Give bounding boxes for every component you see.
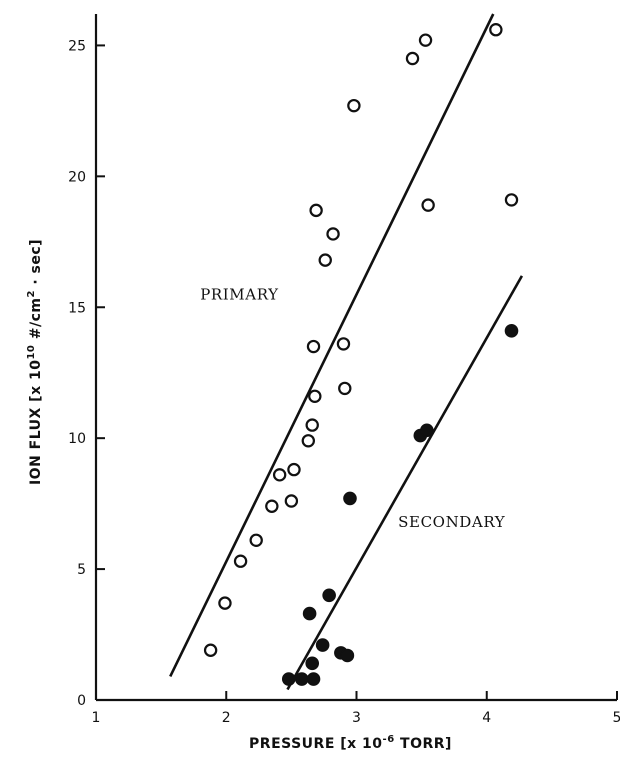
fit-lines [169,13,524,691]
y-tick-label: 10 [68,431,86,447]
secondary-data-point [315,638,330,652]
primary-data-point [308,389,322,403]
secondary-data-point [306,672,321,686]
secondary-data-point [504,324,519,338]
x-tick-label: 2 [222,710,231,726]
primary-data-point [309,203,323,218]
x-tick-label: 3 [352,710,361,726]
x-axis-label-exponent: -6 [383,734,395,745]
secondary-data-point [302,606,317,621]
secondary-data-point [343,491,357,506]
x-tick-label: 1 [92,710,101,726]
y-tick-label: 25 [68,38,86,54]
x-axis-label-tail: TORR] [395,736,452,752]
primary-data-point [305,418,319,432]
secondary-data-point [340,648,355,663]
secondary-data-point [294,672,309,686]
x-axis-label-main: PRESSURE [x 10 [249,736,383,752]
primary-data-point [347,98,361,113]
y-axis-label: ION FLUX [x 1010 #/cm2 · sec] [26,239,44,485]
primary-data-point [418,33,433,47]
annotation-primary: PRIMARY [200,285,279,303]
y-axis-label-exponent: 10 [26,345,37,360]
secondary-data-point [420,423,434,438]
primary-data-point [218,596,232,610]
y-axis-label-main: ION FLUX [x 10 [28,360,44,486]
y-tick-label: 0 [77,693,86,709]
primary-data-point [284,494,299,508]
primary-data-point [272,468,287,482]
secondary-data-point [281,672,296,686]
primary-data-point [265,499,279,513]
primary-data-point [421,198,435,212]
annotations: PRIMARY SECONDARY [200,285,506,531]
x-tick-label: 5 [613,710,620,726]
primary-data-point [287,462,301,477]
secondary-data-point [305,656,320,671]
axes [94,14,617,702]
ticks: 1 2 3 4 5 0 5 10 15 20 25 [68,38,620,726]
secondary-data-point [322,588,336,603]
primary-data-point [336,337,351,351]
secondary-fit-line [286,275,524,691]
primary-data-point [233,554,248,568]
x-tick-label: 4 [482,710,491,726]
primary-fit-line [169,13,495,678]
primary-data-point [504,193,519,207]
primary-data-point [338,381,352,396]
y-axis-label-mid: #/cm [28,298,44,345]
y-tick-label: 5 [77,562,86,578]
y-tick-label: 15 [68,300,86,316]
primary-data-point [318,253,332,267]
y-tick-label: 20 [68,169,86,185]
data-points [203,23,519,686]
y-axis-label-exponent-2: 2 [26,290,37,297]
annotation-secondary: SECONDARY [398,513,506,531]
y-axis-label-tail: · sec] [28,239,44,290]
primary-data-point [301,434,316,448]
primary-data-point [249,533,263,547]
primary-data-point [489,23,503,37]
primary-data-point [203,643,218,657]
primary-data-point [306,339,321,354]
primary-data-point [326,227,340,241]
primary-data-point [405,51,420,66]
x-axis-label: PRESSURE [x 10-6 TORR] [249,734,452,752]
